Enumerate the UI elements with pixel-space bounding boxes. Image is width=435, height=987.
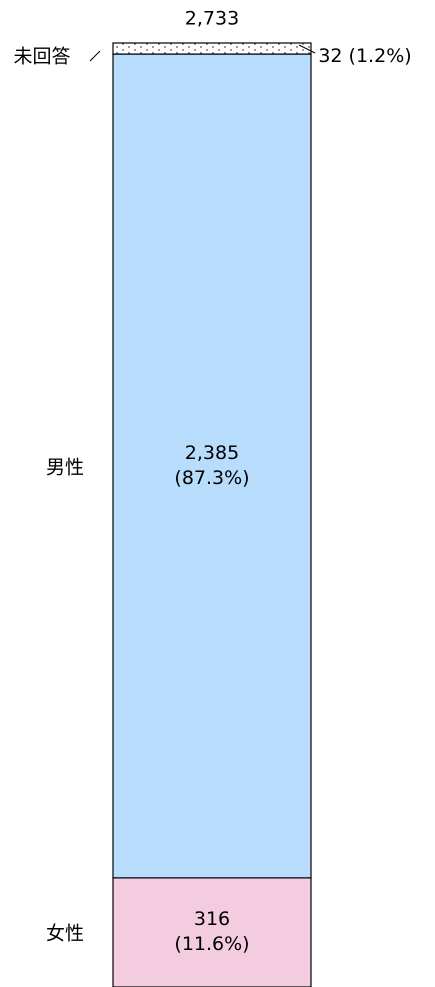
value-label: 32 (1.2%) (318, 45, 412, 67)
leader-line (89, 50, 101, 62)
bar-segment (112, 53, 312, 879)
category-label: 男性 (45, 456, 85, 479)
bar-segment (112, 877, 312, 987)
value-label: 2,385 (87.3%) (174, 441, 250, 489)
category-label: 未回答 (13, 45, 71, 68)
category-label: 女性 (45, 922, 85, 945)
total-label: 2,733 (184, 7, 240, 30)
leader-line (298, 44, 316, 54)
value-label: 316 (11.6%) (174, 908, 250, 956)
bar-segment (112, 42, 312, 55)
